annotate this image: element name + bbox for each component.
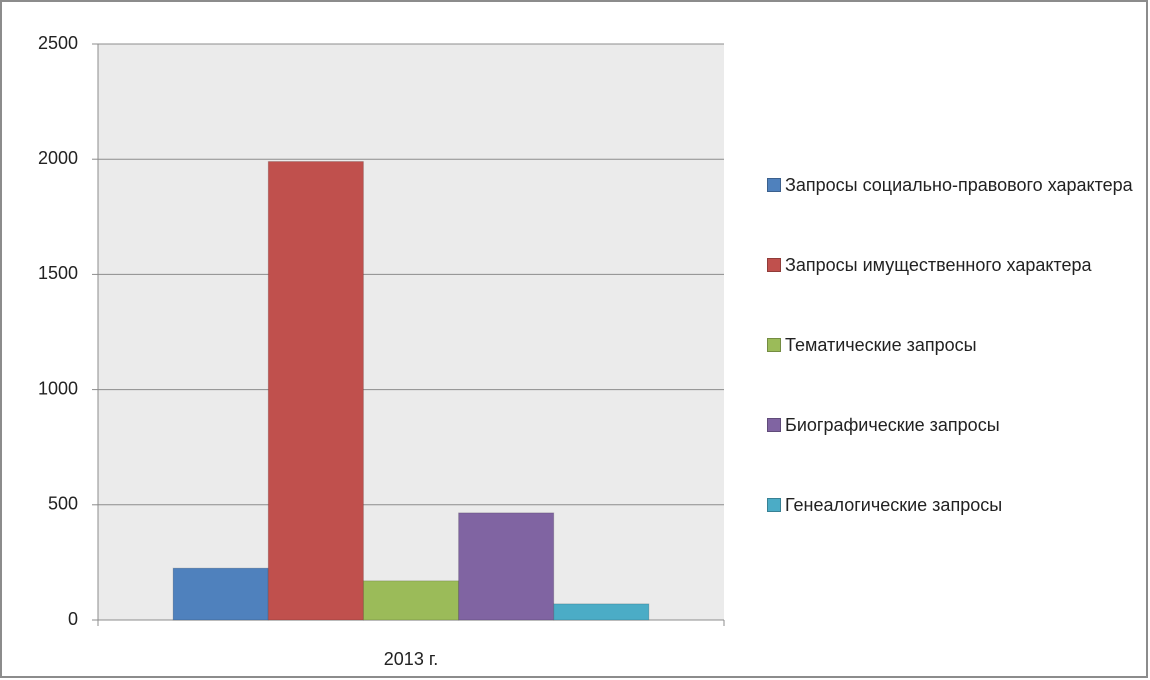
y-tick-label: 1500 [38, 263, 78, 283]
legend-swatch [767, 418, 781, 432]
legend-swatch [767, 338, 781, 352]
legend-label: Генеалогические запросы [785, 495, 1003, 515]
plot-area [98, 44, 724, 620]
legend-label: Запросы социально-правового характера [785, 175, 1133, 195]
y-tick-label: 1000 [38, 378, 78, 398]
legend-item: Тематические запросы [767, 305, 1142, 385]
bar [458, 512, 555, 621]
bar [553, 603, 650, 621]
bar [267, 161, 364, 621]
legend-swatch [767, 178, 781, 192]
legend-label: Запросы имущественного характера [785, 255, 1092, 275]
legend-item: Запросы социально-правового характера [767, 145, 1142, 225]
legend-label: Биографические запросы [785, 415, 1000, 435]
legend-swatch [767, 498, 781, 512]
y-tick-label: 0 [68, 609, 78, 629]
x-tick-label: 2013 г. [384, 649, 438, 669]
y-tick-label: 500 [48, 494, 78, 514]
legend-item: Генеалогические запросы [767, 465, 1142, 545]
y-tick-label: 2500 [38, 33, 78, 53]
bar [362, 580, 460, 621]
legend-swatch [767, 258, 781, 272]
y-tick-label: 2000 [38, 148, 78, 168]
legend-label: Тематические запросы [785, 335, 977, 355]
legend: Запросы социально-правового характера Зап… [767, 145, 1142, 545]
legend-item: Запросы имущественного характера [767, 225, 1142, 305]
bar [172, 567, 269, 621]
legend-item: Биографические запросы [767, 385, 1142, 465]
